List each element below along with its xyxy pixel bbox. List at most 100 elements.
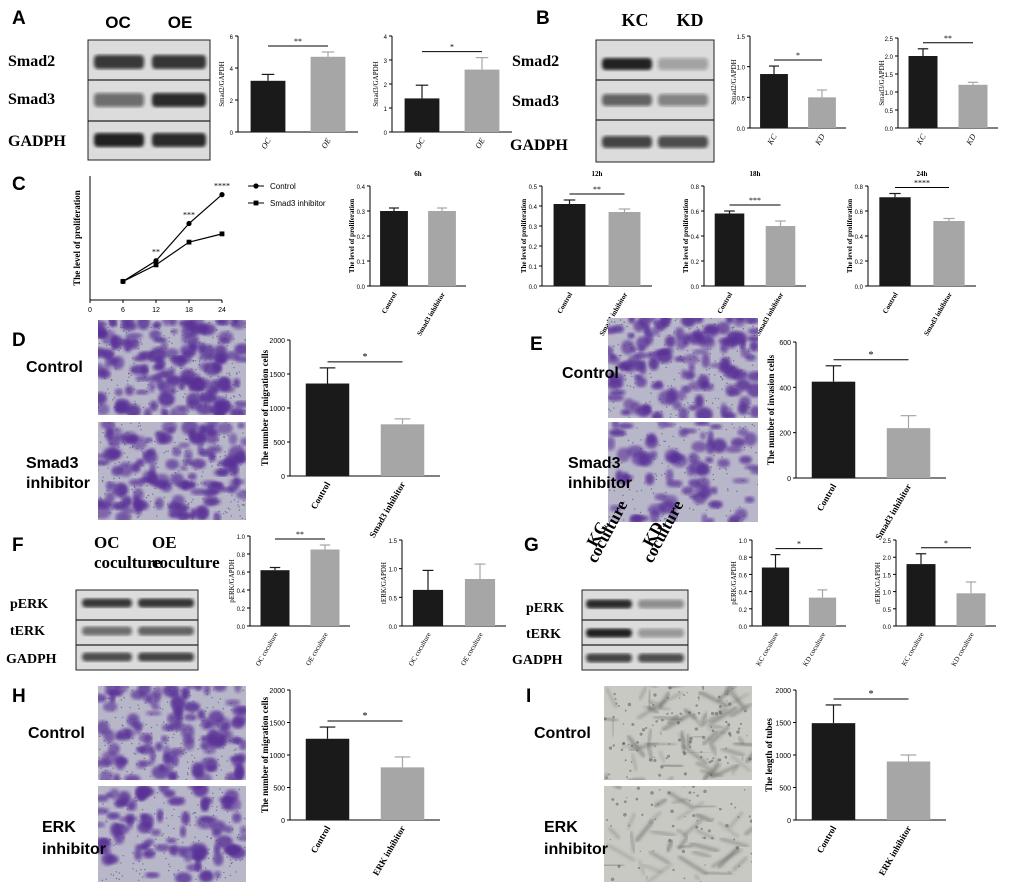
cell-dot — [628, 824, 631, 827]
stained-cell — [214, 396, 228, 411]
bar-1 — [250, 80, 286, 132]
stained-cell — [160, 735, 169, 743]
x-tick-label-1: Control — [881, 291, 900, 315]
stained-cell — [170, 692, 181, 699]
stained-cell — [608, 393, 624, 402]
y-tick-label: 2000 — [269, 688, 285, 695]
stained-cell — [200, 798, 209, 812]
tube-segment — [646, 728, 653, 746]
stained-cell — [234, 343, 246, 356]
pore — [137, 425, 140, 427]
tube-segment — [665, 838, 674, 853]
bar-2 — [310, 56, 346, 132]
stained-cell — [169, 386, 177, 395]
pore — [228, 821, 231, 824]
pore — [175, 771, 177, 773]
cell-dot — [615, 702, 618, 705]
y-tick-label: 0.0 — [389, 625, 398, 631]
stained-cell — [693, 318, 704, 324]
pore — [147, 494, 150, 497]
pore — [113, 844, 115, 847]
image-label-smad3-inhibitor-line-2: inhibitor — [26, 475, 90, 492]
stained-cell — [702, 325, 719, 338]
stained-cell — [137, 821, 153, 834]
stained-cell — [154, 843, 171, 852]
cell-dot — [689, 736, 693, 741]
cell-dot — [617, 704, 620, 707]
y-axis-label: The length of tubes — [764, 718, 774, 792]
pore — [654, 458, 656, 461]
stained-cell — [135, 786, 152, 799]
pore — [712, 478, 715, 481]
stained-cell — [164, 348, 179, 358]
pore — [710, 318, 712, 320]
pore — [124, 444, 126, 446]
pore — [105, 820, 107, 822]
stained-cell — [707, 430, 714, 446]
pore — [705, 509, 708, 511]
legend-marker-1 — [253, 183, 259, 189]
chart-title: 6h — [414, 170, 422, 178]
y-tick-label: 0.6 — [237, 571, 246, 577]
stained-cell — [213, 469, 231, 477]
pore — [661, 462, 663, 465]
tube-segment — [732, 856, 748, 872]
tube-segment — [648, 811, 662, 824]
x-tick-label-1: KC — [914, 132, 928, 147]
stained-cell — [142, 470, 157, 484]
pore — [146, 387, 148, 389]
cell-dot — [712, 818, 715, 820]
stained-cell — [683, 318, 695, 327]
pore — [137, 380, 140, 383]
pore — [245, 518, 246, 520]
band — [638, 653, 684, 663]
cell-dot — [617, 864, 621, 868]
stained-cell — [654, 319, 667, 331]
stained-cell — [229, 407, 246, 415]
stained-cell — [749, 405, 758, 418]
pore — [171, 814, 173, 817]
stained-cell — [608, 346, 614, 357]
stained-cell — [611, 422, 619, 430]
cell-dot — [701, 735, 706, 740]
tube-segment — [723, 686, 731, 696]
pore — [620, 354, 622, 357]
pore — [233, 749, 236, 751]
pore — [633, 508, 636, 510]
pore — [137, 348, 140, 350]
pore — [226, 372, 228, 375]
stained-cell — [165, 723, 183, 731]
cell-dot — [626, 797, 628, 799]
pore — [218, 510, 220, 512]
pore — [235, 748, 237, 750]
stained-cell — [664, 335, 676, 348]
pore — [140, 450, 143, 452]
bar-1 — [553, 204, 586, 286]
chart-title: 18h — [750, 170, 761, 178]
cell-dot — [692, 814, 696, 818]
band — [602, 58, 652, 70]
stained-cell — [135, 375, 152, 382]
cell-dot — [725, 823, 729, 828]
stained-cell — [213, 870, 222, 879]
pore — [115, 843, 117, 845]
stained-cell — [190, 488, 207, 496]
pore — [726, 473, 728, 475]
cell-dot — [608, 773, 611, 776]
y-tick-label: 0.6 — [739, 573, 748, 579]
panel-label-D: D — [12, 330, 26, 351]
tube-segment — [658, 750, 666, 763]
stained-cell — [125, 434, 139, 443]
stained-cell — [671, 451, 679, 462]
y-tick-label: 500 — [273, 786, 285, 793]
pore — [714, 374, 716, 376]
pore — [212, 689, 215, 691]
tube-segment — [667, 791, 694, 809]
band — [152, 93, 206, 107]
pore — [136, 516, 139, 519]
stained-cell — [190, 458, 206, 470]
pore — [178, 470, 180, 472]
pore — [189, 695, 192, 697]
stained-cell — [98, 327, 106, 339]
stained-cell — [110, 822, 122, 837]
